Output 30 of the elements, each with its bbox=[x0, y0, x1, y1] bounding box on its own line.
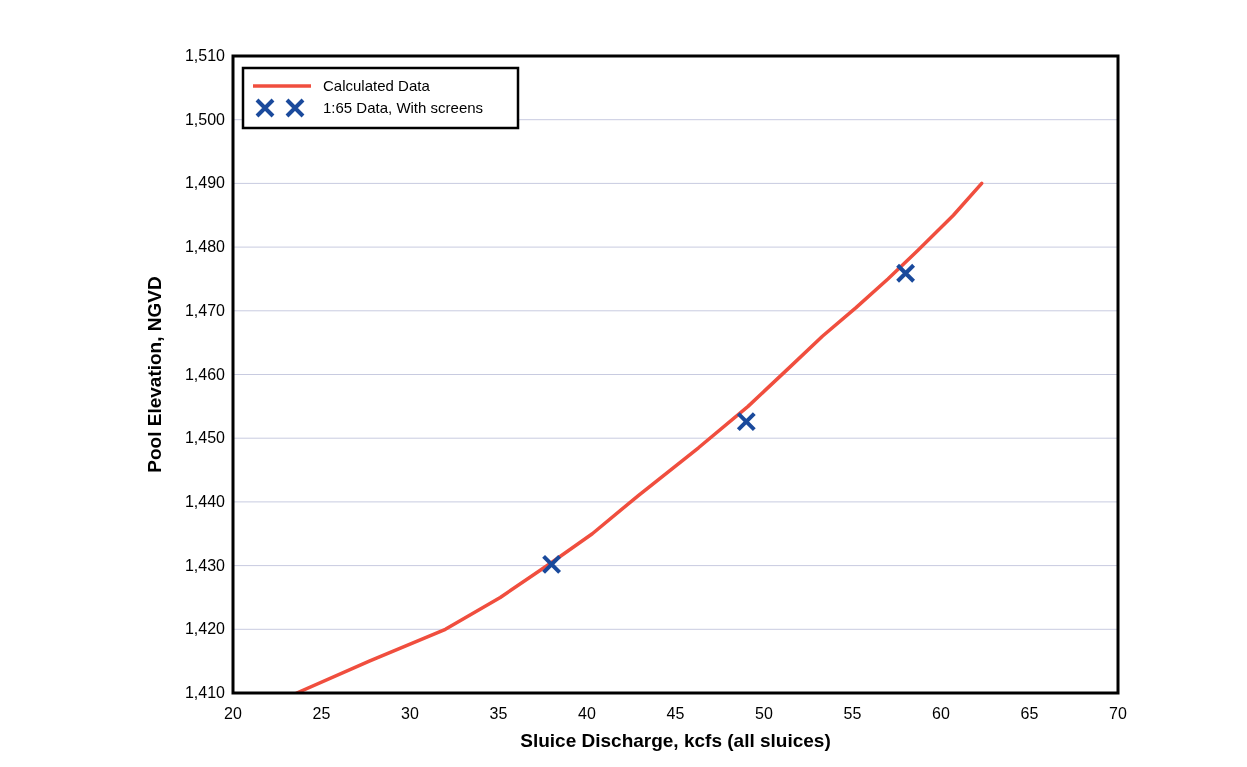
y-tick-label: 1,470 bbox=[184, 301, 226, 319]
x-tick-label: 55 bbox=[843, 705, 862, 722]
y-tick-label: 1,510 bbox=[184, 47, 226, 64]
x-tick-label: 60 bbox=[932, 705, 950, 722]
y-tick-label: 1,460 bbox=[184, 365, 226, 383]
y-tick-label: 1,450 bbox=[184, 429, 226, 447]
x-tick-label: 25 bbox=[312, 705, 331, 722]
point bbox=[895, 263, 916, 284]
line-series bbox=[294, 181, 984, 693]
legend-label: Calculated Data bbox=[323, 77, 431, 94]
y-tick-label: 1,490 bbox=[184, 174, 226, 192]
point bbox=[541, 554, 562, 575]
y-tick-label: 1,420 bbox=[184, 620, 226, 638]
x-tick-label: 50 bbox=[755, 705, 773, 722]
x-tick-label: 45 bbox=[666, 705, 685, 722]
x-tick-label: 40 bbox=[578, 705, 596, 722]
point bbox=[736, 411, 757, 432]
legend-label: 1:65 Data, With screens bbox=[323, 99, 484, 116]
x-tick-label: 35 bbox=[489, 705, 508, 722]
y-axis-title: Pool Elevation, NGVD bbox=[144, 276, 165, 473]
y-tick-label: 1,480 bbox=[184, 238, 226, 256]
y-tick-label: 1,500 bbox=[184, 110, 226, 128]
x-tick-label: 30 bbox=[401, 705, 419, 722]
x-tick-label: 65 bbox=[1020, 705, 1039, 722]
y-tick-label: 1,410 bbox=[184, 684, 226, 701]
x-axis-title: Sluice Discharge, kcfs (all sluices) bbox=[520, 730, 831, 751]
x-tick-label: 70 bbox=[1109, 705, 1127, 722]
y-tick-label: 1,430 bbox=[184, 556, 226, 574]
y-tick-label: 1,440 bbox=[184, 492, 226, 510]
x-tick-label: 20 bbox=[224, 705, 242, 722]
